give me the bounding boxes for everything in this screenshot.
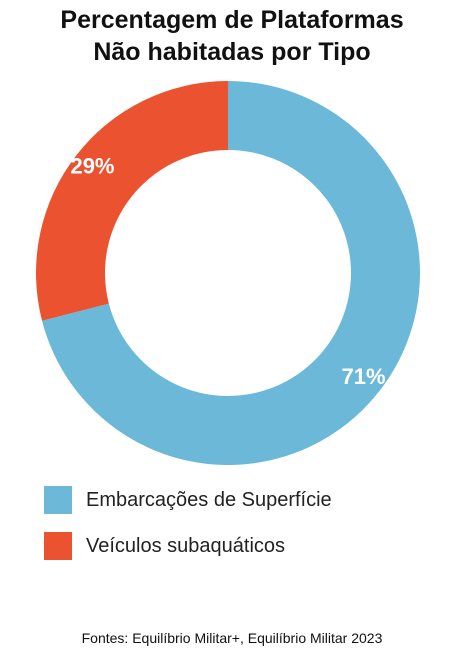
slice-surface-vessels: [42, 81, 420, 465]
legend-label-underwater-vehicles: Veículos subaquáticos: [86, 534, 286, 557]
legend: Embarcações de Superfície Veículos subaq…: [44, 485, 332, 577]
legend-swatch-underwater-vehicles: [44, 532, 72, 560]
chart-title-line-2: Não habitadas por Tipo: [93, 38, 371, 66]
source-note: Fontes: Equilíbrio Militar+, Equilíbrio …: [81, 630, 383, 646]
legend-item-surface-vessels: Embarcações de Superfície: [44, 485, 332, 515]
legend-swatch-surface-vessels: [44, 486, 72, 514]
slice-underwater-vehicles: [35, 81, 229, 321]
slice-label-underwater-vehicles: 29%: [70, 154, 114, 179]
legend-label-surface-vessels: Embarcações de Superfície: [86, 488, 332, 511]
legend-item-underwater-vehicles: Veículos subaquáticos: [44, 531, 332, 561]
slice-label-surface-vessels: 71%: [341, 364, 385, 389]
chart-title-line-1: Percentagem de Plataformas: [60, 6, 404, 34]
chart-title: Percentagem de Plataformas Não habitadas…: [0, 4, 464, 68]
